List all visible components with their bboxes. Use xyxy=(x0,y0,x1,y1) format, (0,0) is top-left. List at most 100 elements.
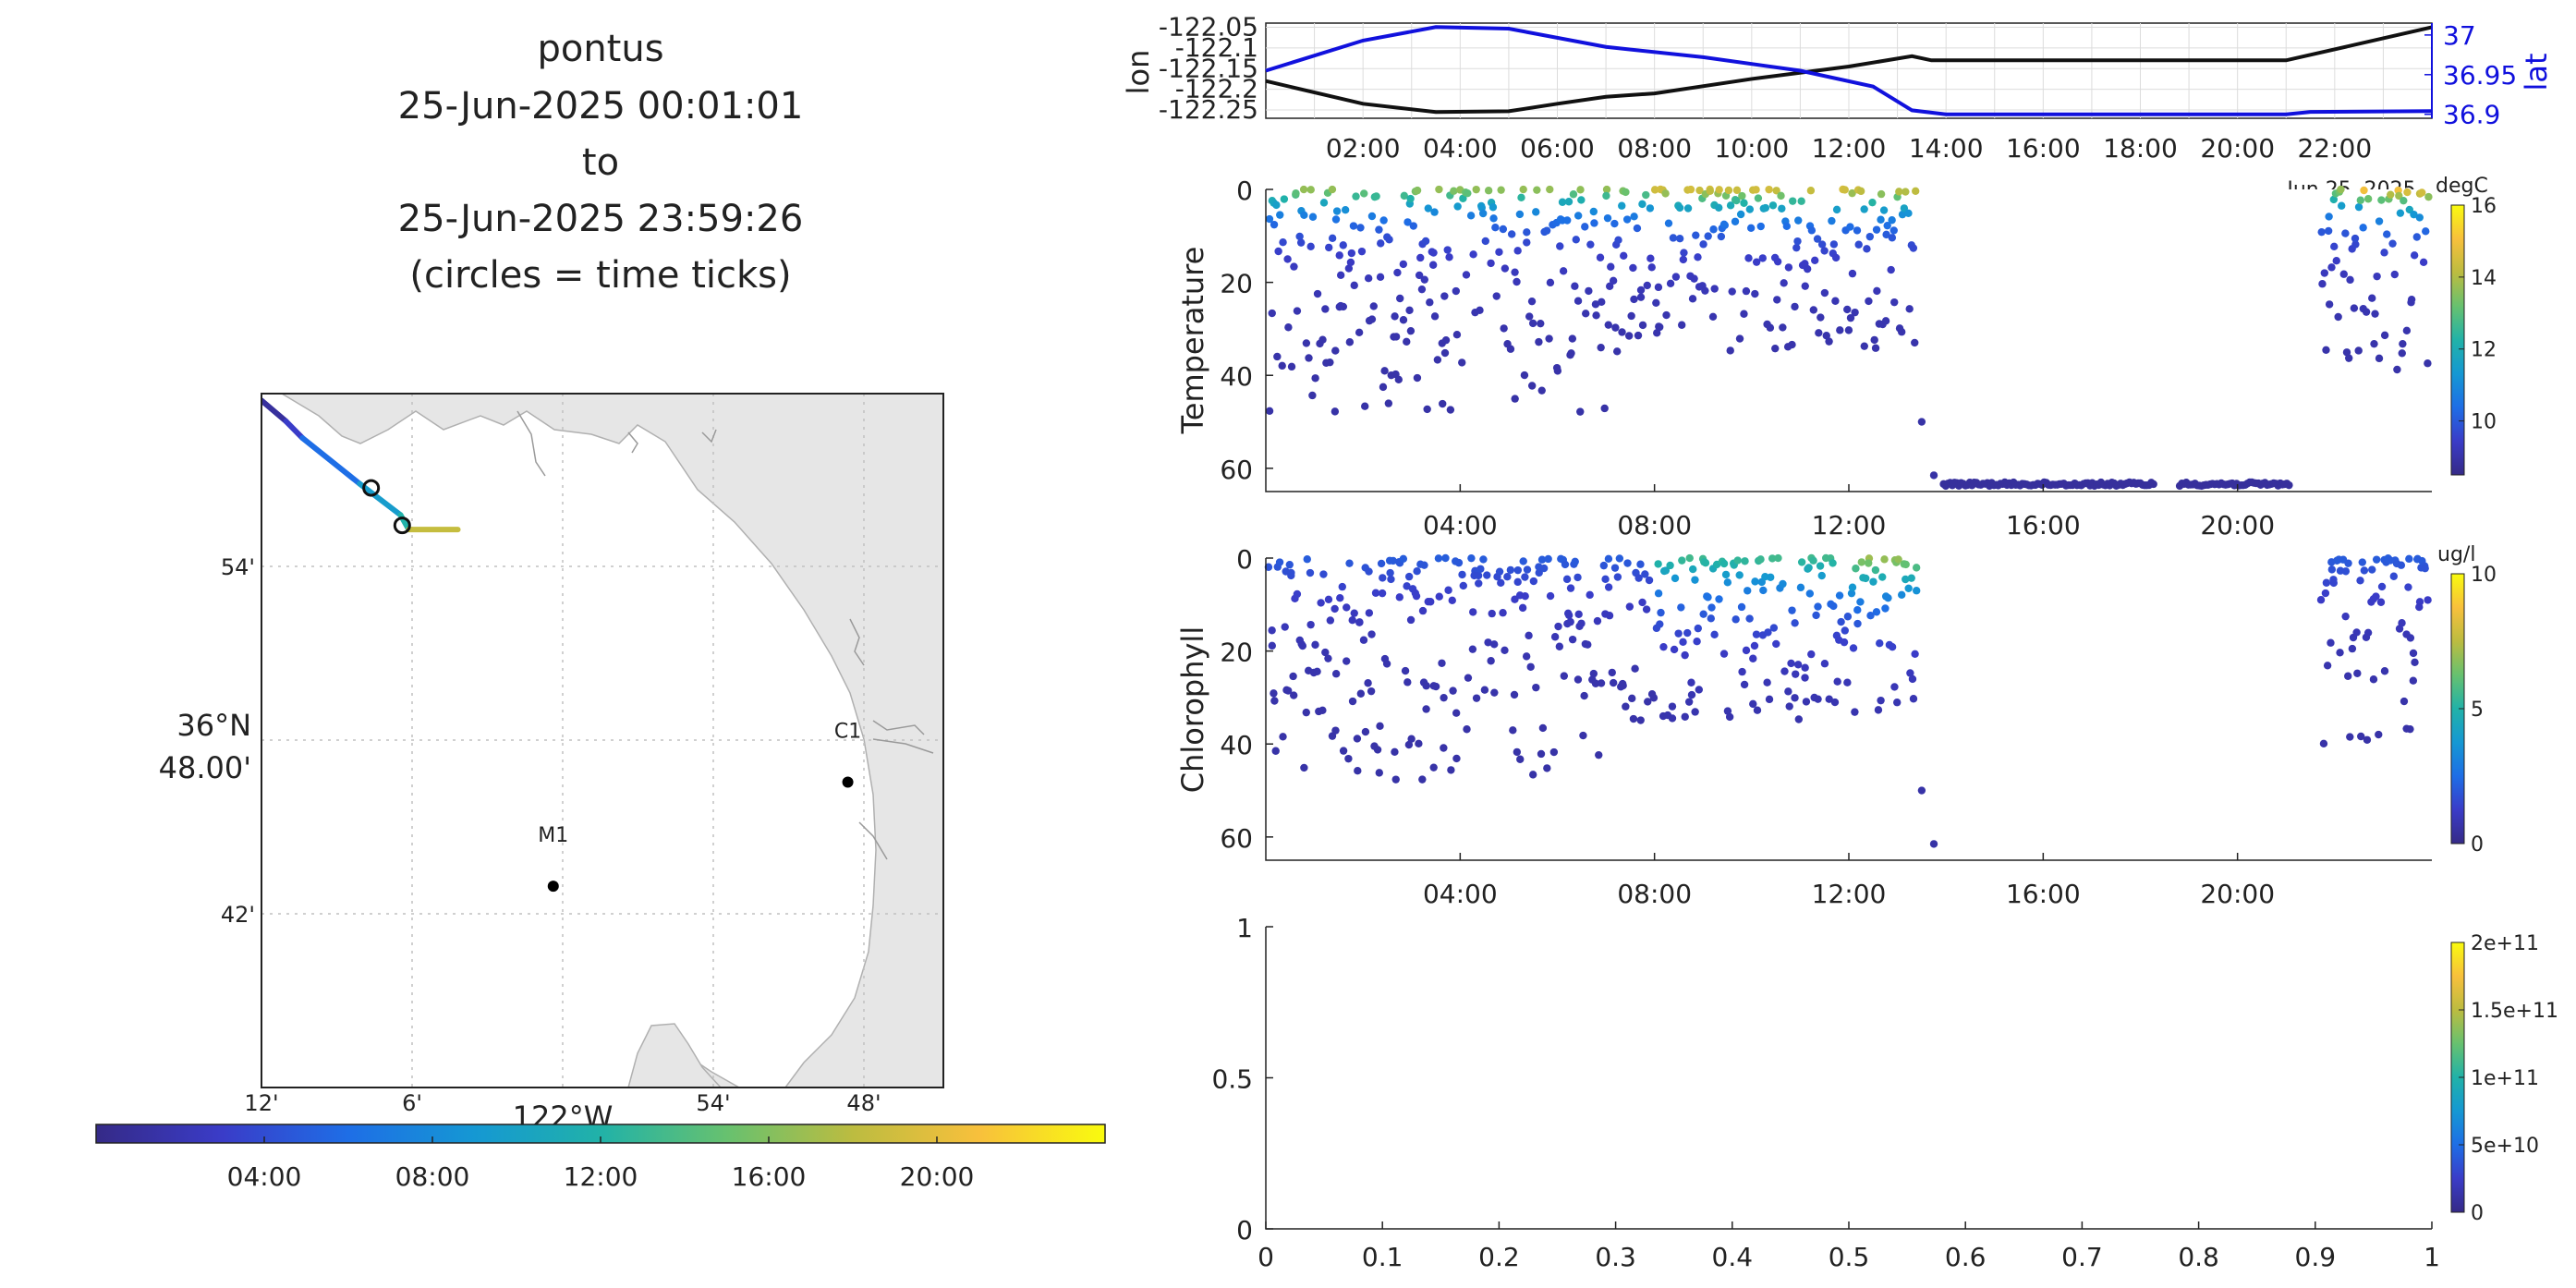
time-tick-circle xyxy=(362,479,381,497)
chlorophyll-point xyxy=(1506,565,1515,575)
temperature-point xyxy=(2393,365,2401,374)
temperature-point xyxy=(1428,261,1438,269)
chlorophyll-point xyxy=(2336,649,2344,657)
temperature-point xyxy=(2375,354,2384,363)
chlorophyll-point xyxy=(1574,573,1582,582)
track-segment xyxy=(299,434,363,487)
chlorophyll-point xyxy=(1623,559,1632,567)
empty-y-tick-label: 1 xyxy=(1236,913,1253,943)
chlorophyll-point xyxy=(2341,567,2351,576)
temperature-point xyxy=(1877,189,1886,199)
temperature-point xyxy=(1290,262,1298,271)
chlorophyll-point xyxy=(1812,611,1820,620)
temperature-point xyxy=(1306,186,1315,194)
temperature-point xyxy=(1501,264,1510,273)
temperature-point xyxy=(2342,348,2351,357)
chlorophyll-point xyxy=(1275,558,1284,566)
chlorophyll-point xyxy=(1893,699,1902,707)
temperature-point xyxy=(1325,243,1333,252)
chlorophyll-point xyxy=(1406,615,1416,625)
temperature-point xyxy=(1403,218,1412,226)
temperature-point xyxy=(1890,298,1899,307)
chlorophyll-point xyxy=(1597,679,1606,687)
chlorophyll-point xyxy=(1756,555,1765,564)
temperature-point xyxy=(1450,187,1458,195)
chlorophyll-point xyxy=(1271,747,1280,755)
chlorophyll-point xyxy=(1753,706,1762,714)
temperature-point xyxy=(1724,186,1733,195)
temperature-point xyxy=(1331,407,1340,416)
temperature-point xyxy=(1487,259,1495,268)
y-tick-label: 20 xyxy=(1220,269,1253,299)
temperature-point xyxy=(1784,263,1793,272)
temperature-point xyxy=(2410,251,2419,260)
chlorophyll-point xyxy=(1435,592,1443,601)
temperature-point xyxy=(1379,383,1388,392)
empty-x-tick-label: 0.4 xyxy=(1712,1242,1754,1272)
chlorophyll-point xyxy=(1331,604,1339,614)
track-segment xyxy=(283,418,306,441)
chlorophyll-point xyxy=(1707,614,1716,623)
temperature-point xyxy=(2400,196,2408,205)
chlorophyll-point xyxy=(1452,754,1461,763)
temperature-point xyxy=(1650,186,1659,194)
chlorophyll-point xyxy=(2353,669,2362,677)
temperature-point xyxy=(1754,194,1763,202)
chlorophyll-point xyxy=(1613,573,1622,581)
temperature-point xyxy=(1569,190,1578,199)
temperature-point xyxy=(1905,305,1914,313)
chlorophyll-point xyxy=(1829,601,1838,611)
temperature-point xyxy=(2418,188,2426,197)
temperature-point xyxy=(1515,210,1525,219)
chlorophyll-point xyxy=(1386,568,1394,577)
empty-panel: 10.500 0.1 0.2 0.3 0.4 0.5 0.6 0.7 0.8 0.9 1 2e+11… xyxy=(1211,913,2558,1272)
temperature-point xyxy=(1614,236,1622,245)
temperature-point xyxy=(1346,258,1355,267)
lon-tick-label: -122.15 xyxy=(1159,53,1258,83)
temperature-point xyxy=(1732,186,1742,195)
chlorophyll-point xyxy=(1404,740,1414,749)
temperature-point xyxy=(1559,267,1568,275)
chlorophyll-point xyxy=(1644,698,1652,706)
temperature-point xyxy=(1706,187,1714,195)
temperature-point xyxy=(1872,225,1881,234)
chlorophyll-point xyxy=(1645,576,1654,585)
temperature-point xyxy=(1492,292,1501,300)
temperature-point xyxy=(2395,191,2403,200)
temperature-point xyxy=(1620,251,1628,261)
temperature-point xyxy=(1841,186,1849,194)
temperature-point xyxy=(1344,264,1354,273)
temperature-point xyxy=(1488,203,1498,212)
chlorophyll-point xyxy=(1691,708,1699,716)
temperature-point xyxy=(1843,305,1852,314)
temperature-point xyxy=(1385,236,1393,244)
chlorophyll-point xyxy=(2322,578,2331,587)
chlorophyll-point xyxy=(1389,556,1397,565)
chlorophyll-point xyxy=(1636,560,1645,568)
chlorophyll-point xyxy=(1641,570,1649,578)
title-line-1: pontus xyxy=(537,28,663,70)
temperature-point xyxy=(1745,205,1755,213)
temperature-point xyxy=(1435,185,1443,194)
title-line-4: 25-Jun-2025 23:59:26 xyxy=(398,198,804,240)
chlorophyll-point xyxy=(1593,616,1602,626)
temperature-point xyxy=(1870,335,1878,345)
temperature-point xyxy=(1779,323,1787,332)
chlorophyll-point xyxy=(1636,716,1645,724)
chlorophyll-point xyxy=(1343,603,1351,612)
chlorophyll-point xyxy=(1441,553,1450,563)
temperature-point xyxy=(2380,249,2388,257)
temperature-point xyxy=(1391,312,1399,321)
temperature-point xyxy=(2351,234,2360,243)
temperature-point xyxy=(1627,311,1635,321)
temperature-point xyxy=(1380,367,1389,375)
temperature-point xyxy=(1356,224,1365,232)
chlorophyll-point xyxy=(1306,620,1315,629)
chlorophyll-point xyxy=(1566,584,1575,592)
chlorophyll-point xyxy=(1829,559,1837,567)
x-tick-label: 08:00 xyxy=(1617,879,1692,909)
temperature-point xyxy=(1738,191,1746,200)
temperature-point xyxy=(2350,304,2359,312)
temperature-point xyxy=(1499,225,1508,234)
chlorophyll-point xyxy=(1670,645,1679,654)
